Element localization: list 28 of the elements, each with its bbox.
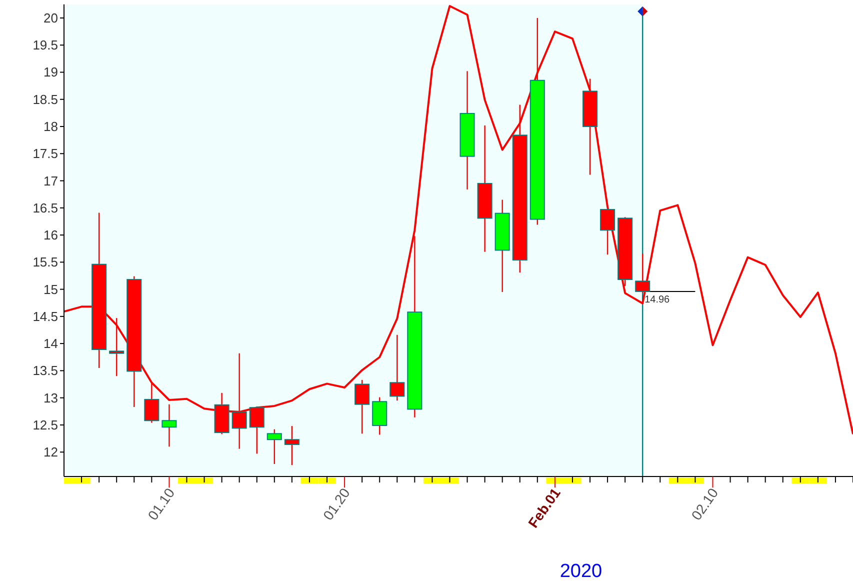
candlestick (390, 334, 405, 402)
y-tick-label: 15.5 (32, 254, 58, 270)
ref-line-label: 14.96 (644, 294, 670, 306)
y-tick-label: 15 (44, 282, 58, 297)
candlestick (354, 379, 370, 434)
y-tick-label: 18.5 (32, 92, 58, 107)
x-axis-title: 2020 (560, 561, 602, 581)
y-tick-label: 17 (44, 173, 58, 188)
y-tick-label: 14.5 (32, 308, 58, 324)
candlestick (284, 425, 300, 466)
y-tick-label: 14 (44, 336, 58, 352)
candlestick (372, 396, 388, 436)
y-tick-label: 17.5 (32, 146, 58, 162)
y-tick-label: 16.5 (32, 200, 58, 216)
y-tick-label: 19 (44, 64, 58, 80)
y-tick-label: 13 (44, 390, 58, 406)
y-tick-label: 18 (44, 118, 58, 134)
candlestick (109, 317, 124, 377)
y-tick-label: 20 (44, 10, 58, 26)
y-tick-label: 12.5 (32, 417, 58, 432)
candlestick (162, 404, 177, 448)
y-tick-label: 12 (44, 444, 58, 460)
candlestick (144, 382, 160, 424)
candlestick (266, 428, 282, 465)
candlestick (600, 208, 616, 256)
y-tick-label: 19.5 (32, 38, 58, 53)
y-tick-label: 16 (44, 228, 58, 243)
y-tick-label: 13.5 (32, 363, 58, 378)
